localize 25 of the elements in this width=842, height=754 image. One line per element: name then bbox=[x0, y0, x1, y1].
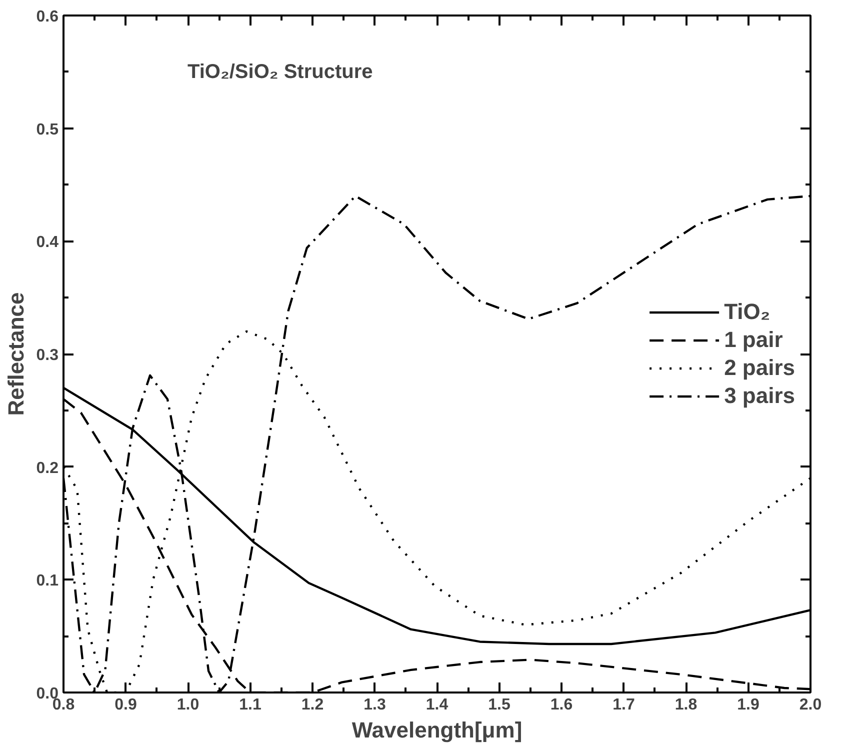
x-tick-label: 1.7 bbox=[612, 696, 635, 714]
legend-label: TiO₂ bbox=[724, 298, 770, 324]
x-tick-label: 1.9 bbox=[737, 696, 760, 714]
x-tick-label: 1.5 bbox=[488, 696, 510, 714]
y-tick-label: 0.6 bbox=[36, 8, 59, 26]
y-tick-label: 0.4 bbox=[36, 234, 59, 252]
y-tick-label: 0.2 bbox=[36, 460, 59, 477]
x-tick-label: 1.3 bbox=[364, 696, 386, 714]
y-tick-label: 0.3 bbox=[36, 347, 59, 364]
y-tick-label: 0.5 bbox=[36, 121, 59, 138]
legend-label: 3 pairs bbox=[724, 382, 795, 408]
x-axis-title: Wavelength[μm] bbox=[352, 718, 522, 742]
x-tick-label: 1.1 bbox=[239, 696, 262, 714]
x-tick-label: 1.4 bbox=[426, 696, 448, 714]
y-axis-title: Reflectance bbox=[3, 292, 28, 416]
annotation: TiO₂/SiO₂ Structure bbox=[188, 61, 373, 84]
y-tick-label: 0.1 bbox=[36, 572, 59, 590]
x-tick-label: 1.0 bbox=[176, 696, 200, 714]
x-tick-label: 1.6 bbox=[550, 696, 573, 714]
legend-label: 1 pair bbox=[724, 326, 783, 352]
legend-label: 2 pairs bbox=[724, 354, 795, 380]
x-tick-label: 0.9 bbox=[114, 696, 137, 714]
x-tick-label: 1.8 bbox=[674, 696, 698, 714]
x-tick-label: 1.2 bbox=[301, 696, 324, 714]
x-tick-label: 2.0 bbox=[799, 696, 822, 714]
